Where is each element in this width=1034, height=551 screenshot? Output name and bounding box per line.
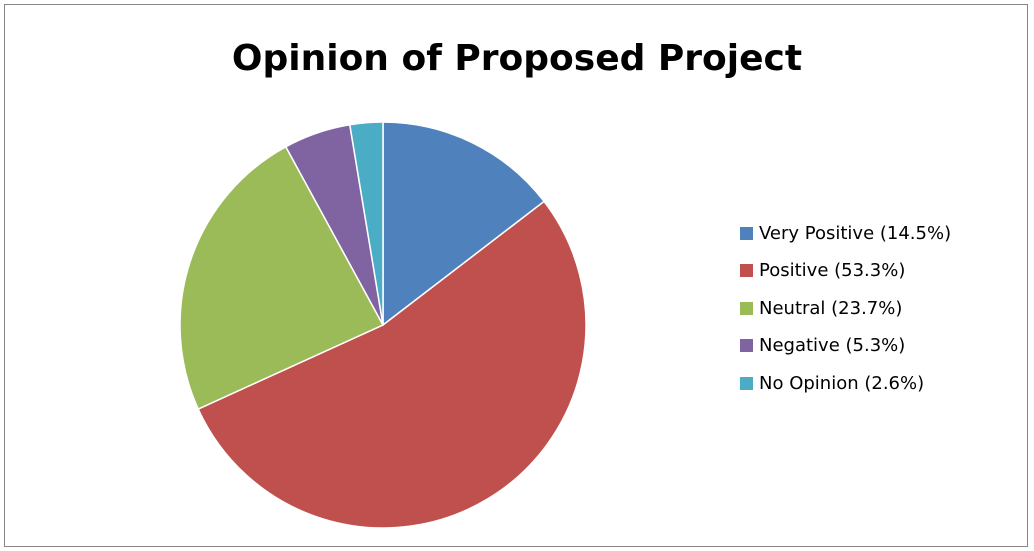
legend: Very Positive (14.5%) Positive (53.3%) Neu…: [740, 220, 951, 408]
legend-label: Very Positive (14.5%): [759, 222, 952, 244]
legend-label: Neutral (23.7%): [759, 297, 903, 319]
pie-slice-very-positive: [382, 121, 545, 326]
chart-title: Opinion of Proposed Project: [231, 38, 803, 79]
legend-item-no-opinion: No Opinion (2.6%): [740, 370, 951, 396]
legend-label: No Opinion (2.6%): [759, 372, 925, 394]
legend-item-very-positive: Very Positive (14.5%): [740, 220, 951, 246]
legend-item-negative: Negative (5.3%): [740, 333, 951, 359]
legend-swatch: [740, 226, 753, 240]
legend-item-neutral: Neutral (23.7%): [740, 295, 951, 321]
pie-slice-positive: [197, 200, 587, 529]
pie-chart: [179, 121, 587, 529]
legend-swatch: [740, 264, 753, 277]
legend-item-positive: Positive (53.3%): [740, 258, 951, 284]
pie-slices: [179, 121, 587, 529]
legend-label: Negative (5.3%): [759, 335, 906, 356]
legend-label: Positive (53.3%): [759, 260, 906, 281]
pie-slice-neutral: [179, 146, 384, 410]
pie-slice-no-opinion: [349, 121, 384, 326]
legend-swatch: [740, 376, 753, 390]
chart-area: Opinion of Proposed Project Very Positiv…: [4, 4, 1028, 547]
legend-swatch: [740, 301, 753, 315]
legend-swatch: [740, 339, 753, 352]
